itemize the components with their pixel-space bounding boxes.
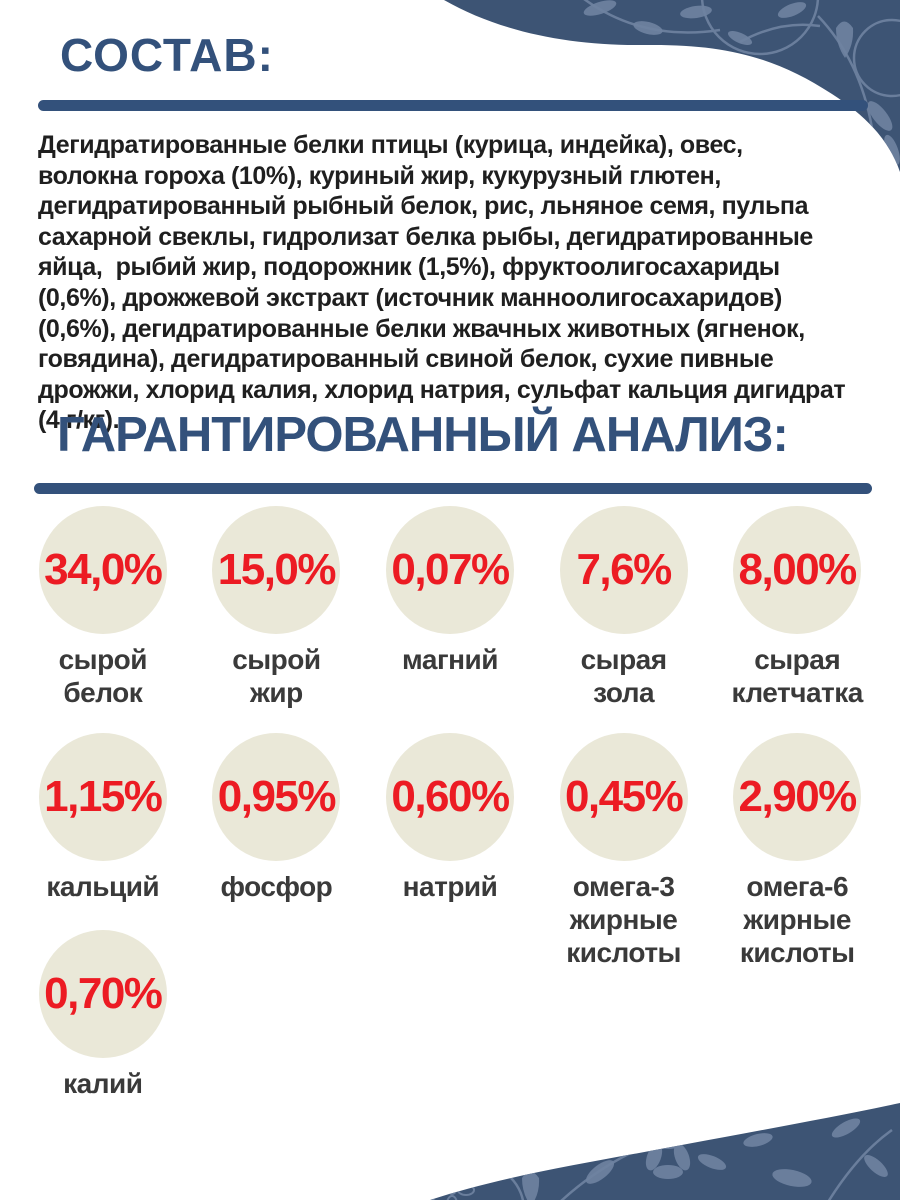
divider-line <box>34 483 872 494</box>
stat-label: магний <box>402 644 498 675</box>
stat-circle: 15,0% <box>212 506 341 634</box>
stat-value: 1,15% <box>44 772 163 821</box>
stat-label: сырой белок <box>58 644 148 708</box>
stat-omega3: 0,45% омега-3 жирные кислоты <box>537 733 711 968</box>
divider-line <box>38 100 868 111</box>
stat-circle: 8,00% <box>733 506 862 634</box>
stat-omega6: 2,90% омега-6 жирные кислоты <box>710 733 884 968</box>
stat-label: омега-6 жирные кислоты <box>739 871 855 968</box>
stat-value: 8,00% <box>738 545 858 594</box>
stat-circle: 2,90% <box>733 733 862 861</box>
bottom-right-floral-wave <box>430 1103 900 1200</box>
ingredients-line: (0,6%), дегидратированные белки жвачных … <box>38 314 805 343</box>
ingredients-paragraph: Дегидратированные белки птицы (курица, и… <box>38 130 898 436</box>
stat-value: 0,60% <box>391 772 510 821</box>
stat-value: 2,90% <box>738 772 858 821</box>
floral-pattern-icon <box>579 0 900 166</box>
ingredients-line: дегидратированный рыбный белок, рис, льн… <box>38 192 809 221</box>
top-right-floral-wave <box>444 0 900 172</box>
stat-magnesium: 0,07% магний <box>363 506 537 733</box>
stat-circle: 34,0% <box>38 506 167 634</box>
stat-label: сырая клетчатка <box>731 644 864 708</box>
ingredients-line: (0,6%), дрожжевой экстракт (источник ман… <box>38 283 782 312</box>
ingredients-line: говядина), дегидратированный свиной бело… <box>38 345 774 374</box>
ingredients-line: (4 г/кг). <box>38 406 120 435</box>
stat-crude-ash: 7,6% сырая зола <box>537 506 711 733</box>
stat-value: 34,0% <box>44 545 163 594</box>
stat-label: сырой жир <box>232 644 321 708</box>
ingredients-line: яйца, рыбий жир, подорожник (1,5%), фрук… <box>38 253 780 282</box>
ingredients-line: сахарной свеклы, гидролизат белка рыбы, … <box>38 222 813 251</box>
ingredients-line: Дегидратированные белки птицы (курица, и… <box>38 131 743 159</box>
stat-circle: 0,70% <box>38 930 167 1058</box>
stat-crude-fiber: 8,00% сырая клетчатка <box>710 506 884 733</box>
stat-label: фосфор <box>220 871 333 902</box>
stat-circle: 0,45% <box>559 733 688 861</box>
stat-label: сырая зола <box>580 644 668 708</box>
ingredients-line: волокна гороха (10%), куриный жир, кукур… <box>38 161 721 190</box>
stat-value: 0,70% <box>44 969 163 1018</box>
stat-label: омега-3 жирные кислоты <box>566 871 681 968</box>
stat-circle: 0,60% <box>385 733 514 861</box>
stat-phosphorus: 0,95% фосфор <box>190 733 364 930</box>
stat-value: 15,0% <box>217 545 337 594</box>
stat-label: натрий <box>402 871 498 902</box>
stat-sodium: 0,60% натрий <box>363 733 537 930</box>
stat-value: 0,45% <box>564 772 684 821</box>
stat-label: калий <box>63 1068 143 1099</box>
stat-label: кальций <box>46 871 160 902</box>
composition-heading: СОСТАВ: <box>60 29 274 81</box>
stat-circle: 0,95% <box>212 733 341 861</box>
stat-circle: 1,15% <box>38 733 167 861</box>
stat-value: 0,95% <box>217 772 337 821</box>
ingredients-line: дрожжи, хлорид калия, хлорид натрия, сул… <box>38 375 846 404</box>
stat-value: 0,07% <box>391 545 510 594</box>
stat-circle: 7,6% <box>559 506 688 634</box>
guaranteed-analysis-heading: ГАРАНТИРОВАННЫЙ АНАЛИЗ: <box>57 408 789 462</box>
stat-potassium: 0,70% калий <box>16 930 190 1100</box>
stat-value: 7,6% <box>576 545 672 594</box>
stat-calcium: 1,15% кальций <box>16 733 190 930</box>
stat-circle: 0,07% <box>385 506 514 634</box>
analysis-grid: 34,0% сырой белок 15,0% сырой жир 0,07% … <box>16 506 884 1100</box>
stat-crude-fat: 15,0% сырой жир <box>190 506 364 733</box>
stat-crude-protein: 34,0% сырой белок <box>16 506 190 733</box>
